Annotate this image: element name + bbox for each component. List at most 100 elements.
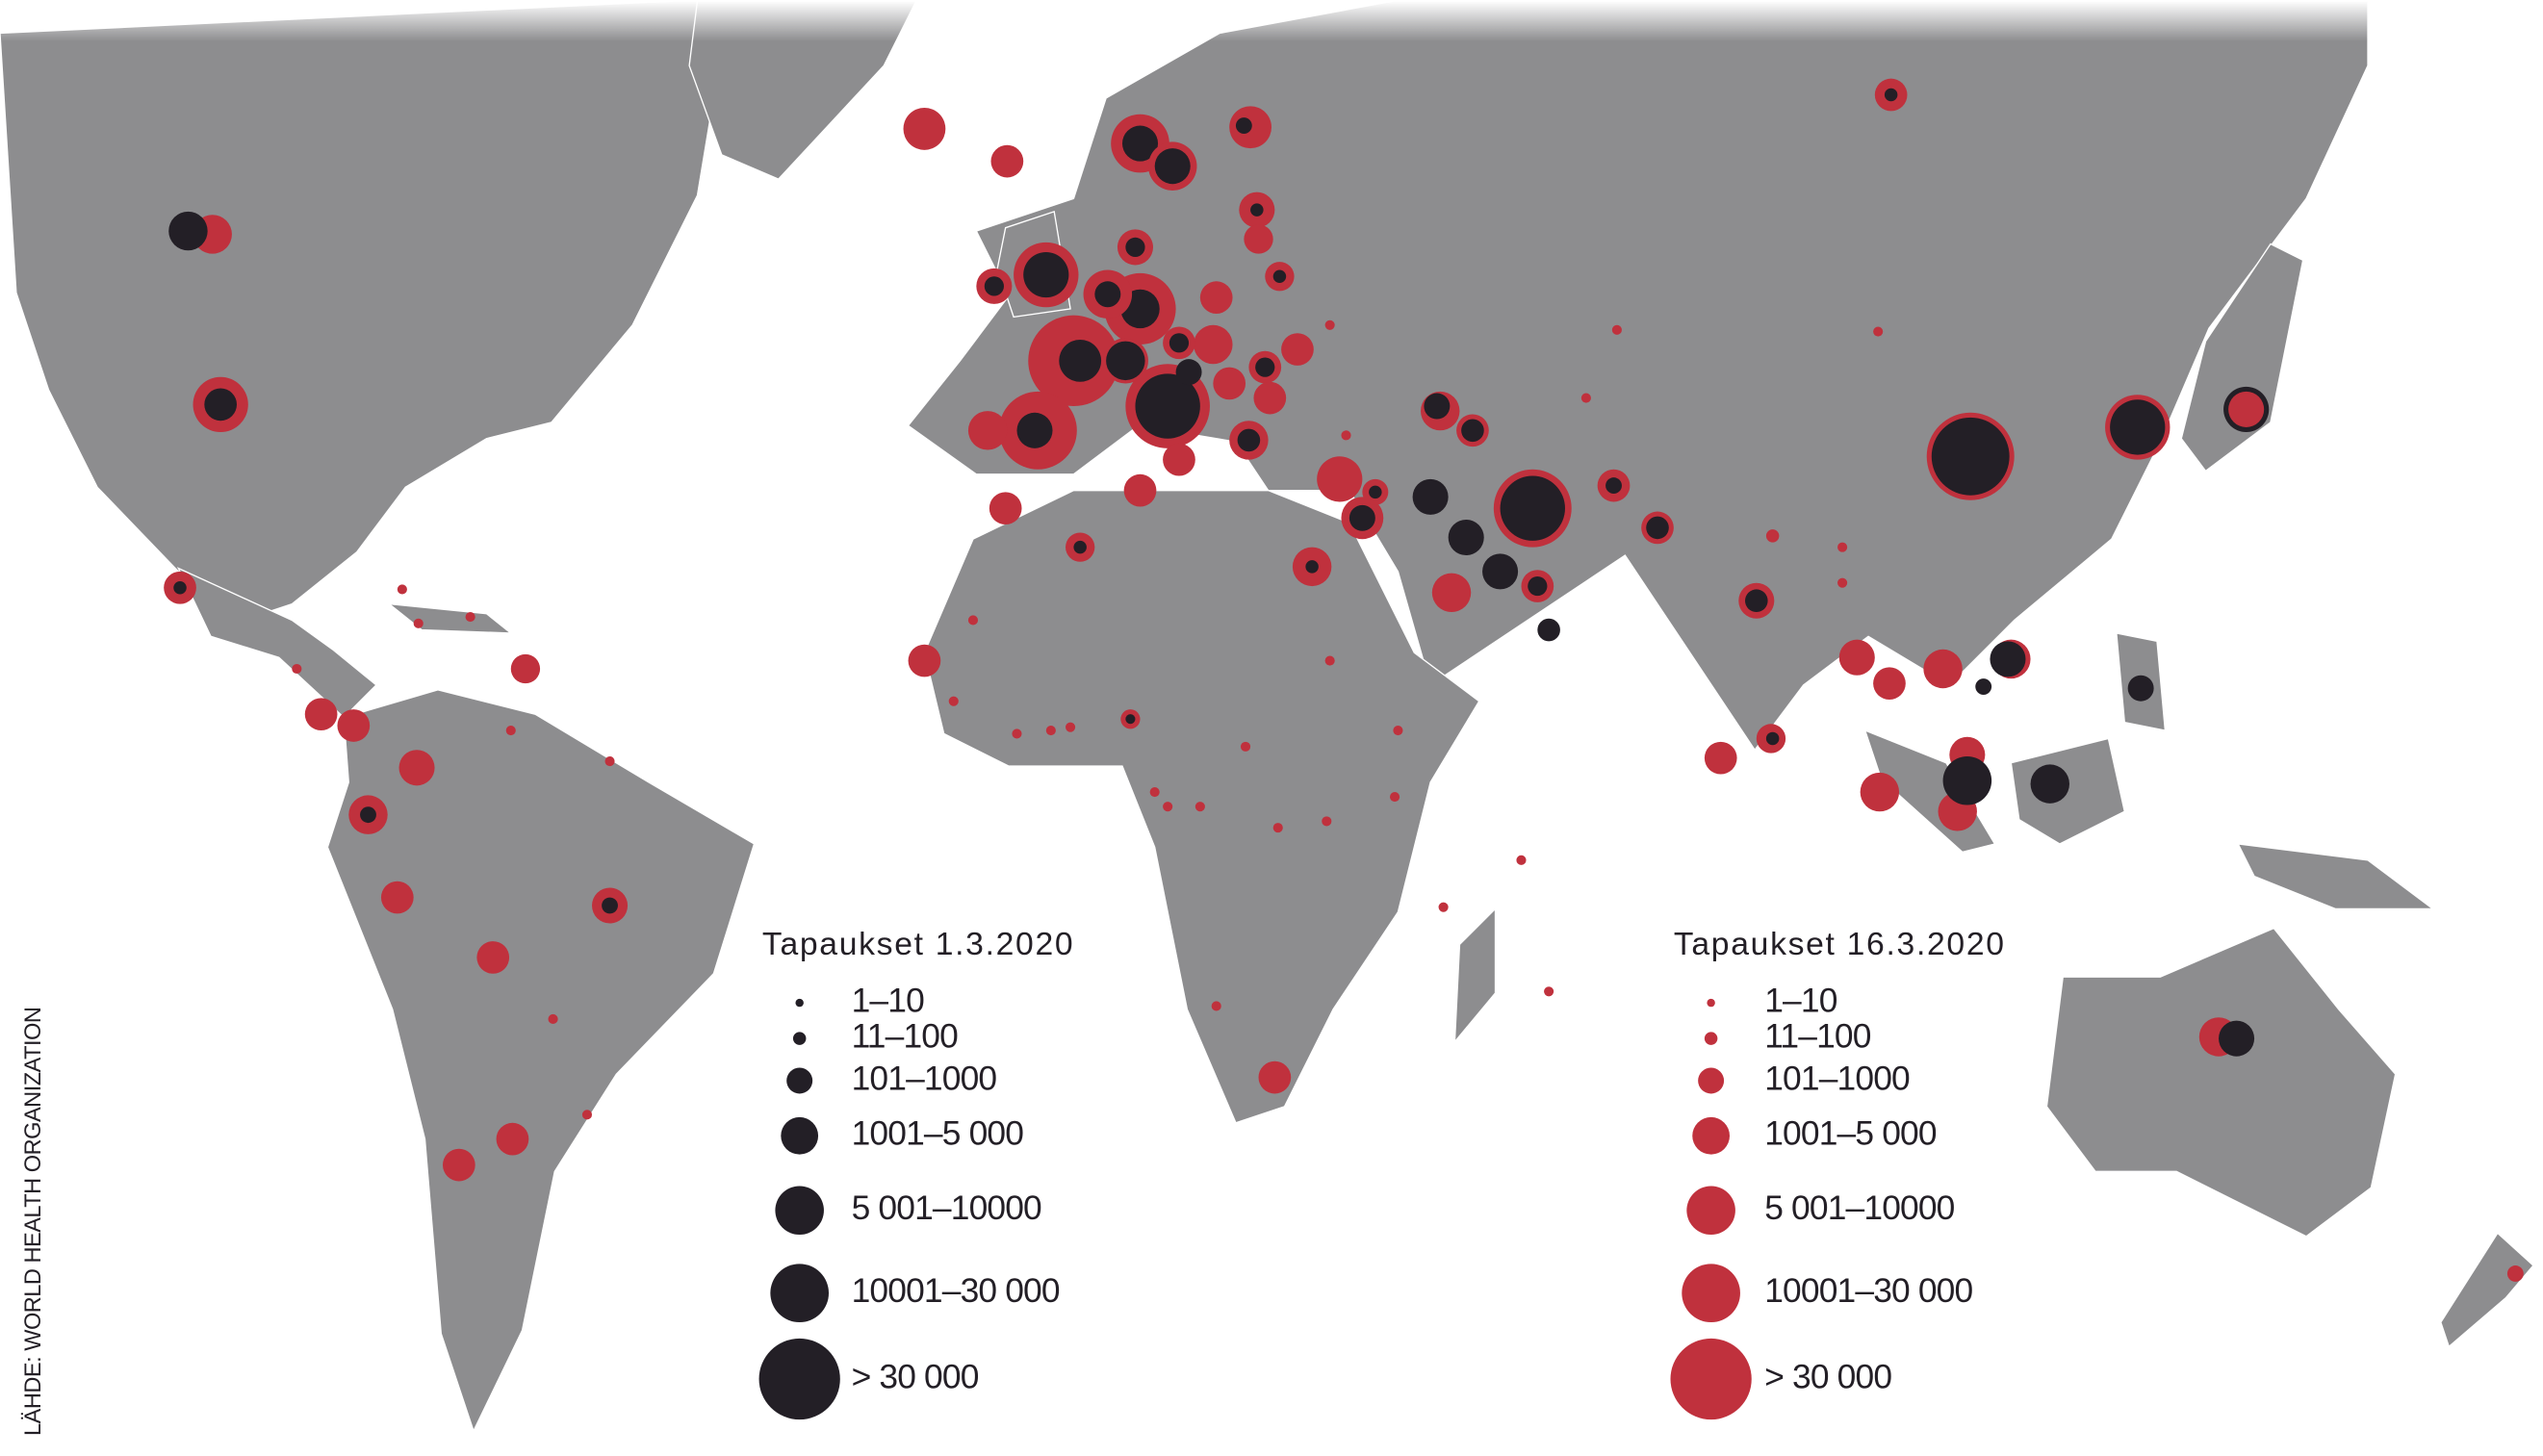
legend-symbol [1692,1116,1730,1155]
marker [1482,553,1519,590]
marker [1923,649,1963,689]
marker [1528,575,1548,597]
legend-label: 10001–30 000 [1764,1272,1972,1310]
legend-label: 1001–5 000 [852,1115,1024,1153]
small-markers [292,319,2524,1282]
marker [1448,519,1484,556]
legend-label: > 30 000 [852,1358,979,1395]
marker [1860,772,1900,812]
marker [1125,237,1145,258]
case-markers [164,78,2524,1282]
legend-symbol [1704,1032,1718,1045]
legend-symbol [770,1264,830,1323]
new-guinea [2237,843,2435,910]
marker [398,750,435,786]
legend-symbol [1686,1186,1735,1236]
marker [360,806,376,824]
marker [1073,540,1087,554]
legend-symbol [775,1186,824,1236]
marker [1305,560,1319,574]
marker [1258,1060,1292,1094]
marker [2219,1020,2255,1057]
marker [1255,357,1275,377]
marker [1235,117,1252,134]
source: LÄHDE: WORLD HEALTH ORGANIZATION [20,1008,45,1436]
marker [602,897,618,914]
legend-label: 101–1000 [1764,1060,1910,1097]
south-america [326,689,756,1433]
marker [1253,381,1287,415]
marker [1125,714,1136,725]
legend-label: 1001–5 000 [1764,1115,1937,1153]
marker [496,1122,529,1156]
legend-symbol [1670,1338,1752,1420]
marker [1123,473,1157,507]
marker [337,709,371,742]
north-america [0,0,764,622]
marker [1199,281,1233,314]
legend-symbol [1682,1264,1740,1323]
marker [204,388,238,421]
marker [1424,393,1451,420]
legend-label: 1–10 [1764,982,1837,1019]
japan [2180,243,2304,473]
marker [990,144,1024,178]
marker [1990,641,2026,677]
marker [1135,373,1200,439]
marker [1975,678,1992,695]
legend-label: 11–100 [1764,1018,1871,1056]
marker [1250,203,1264,217]
legend-label: > 30 000 [1764,1358,1891,1395]
marker [1237,428,1261,452]
australia [2045,927,2397,1238]
marker [1154,148,1191,185]
marker [1745,589,1768,613]
marker [2030,764,2069,804]
marker [1194,324,1233,365]
legend-label: 10001–30 000 [852,1272,1060,1310]
top-fade [0,0,2543,41]
caribbean [387,602,513,634]
marker [967,411,1008,450]
marker [984,276,1004,296]
marker [1106,341,1145,381]
marker [1094,281,1121,308]
marker [173,581,187,595]
marker [1537,618,1560,642]
marker [2110,399,2166,455]
marker [1412,478,1449,515]
legend-symbol [792,1032,807,1045]
legend-label: 11–100 [852,1018,959,1056]
legend-symbol [795,998,804,1008]
marker [1317,456,1363,502]
marker [304,698,338,731]
marker [510,653,541,684]
marker [2228,391,2265,427]
marker [1704,741,1737,775]
marker [1175,359,1202,386]
marker [1942,755,1992,805]
marker [1500,475,1565,541]
legend-label: 5 001–10000 [1764,1189,1954,1227]
legend-symbol [1698,1067,1725,1094]
marker [1121,125,1159,162]
marker [903,108,946,150]
marker [1023,251,1069,298]
legend-label: 1–10 [852,982,924,1019]
marker [1059,339,1102,382]
marker [1281,333,1314,366]
legend-title: Tapaukset 1.3.2020 [762,927,1074,962]
marker [1163,443,1195,476]
marker [1765,731,1780,746]
marker [2127,675,2154,702]
new-zealand [2440,1232,2534,1348]
marker [1244,224,1273,254]
marker [1605,477,1622,495]
marker [1349,504,1375,531]
marker [908,644,941,677]
marker [1369,485,1382,499]
marker [1213,367,1246,400]
marker [1884,88,1898,102]
marker [1646,516,1669,540]
